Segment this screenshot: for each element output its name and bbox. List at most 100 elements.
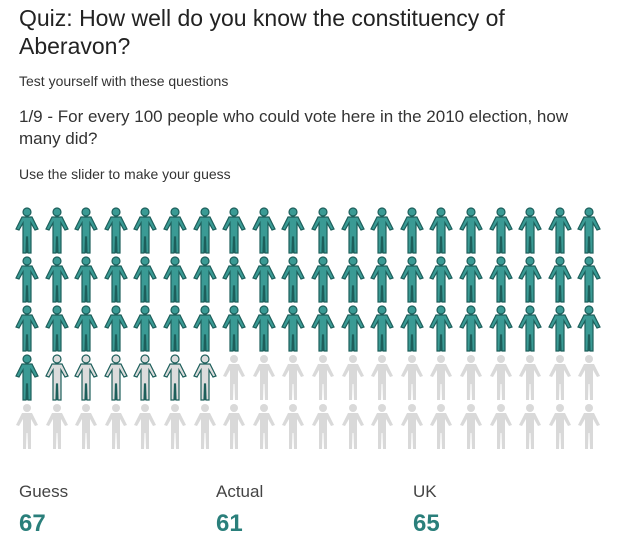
person-icon[interactable]	[102, 305, 130, 353]
person-icon[interactable]	[427, 256, 455, 304]
person-icon[interactable]	[487, 256, 515, 304]
person-icon[interactable]	[309, 354, 337, 402]
person-icon[interactable]	[398, 403, 426, 451]
person-icon[interactable]	[220, 256, 248, 304]
person-icon[interactable]	[161, 305, 189, 353]
person-icon[interactable]	[191, 256, 219, 304]
person-icon[interactable]	[457, 256, 485, 304]
person-icon[interactable]	[72, 207, 100, 255]
person-icon[interactable]	[102, 354, 130, 402]
person-icon[interactable]	[398, 256, 426, 304]
person-icon[interactable]	[131, 354, 159, 402]
person-icon[interactable]	[43, 207, 71, 255]
person-icon[interactable]	[368, 256, 396, 304]
person-icon[interactable]	[161, 403, 189, 451]
person-icon[interactable]	[457, 403, 485, 451]
person-icon[interactable]	[575, 256, 603, 304]
person-icon[interactable]	[546, 354, 574, 402]
person-icon[interactable]	[339, 403, 367, 451]
person-icon[interactable]	[516, 207, 544, 255]
person-icon[interactable]	[368, 403, 396, 451]
person-icon[interactable]	[279, 207, 307, 255]
person-icon[interactable]	[191, 403, 219, 451]
person-icon[interactable]	[102, 403, 130, 451]
person-icon[interactable]	[13, 207, 41, 255]
person-icon[interactable]	[191, 354, 219, 402]
person-icon[interactable]	[161, 207, 189, 255]
person-icon[interactable]	[427, 403, 455, 451]
person-icon[interactable]	[516, 354, 544, 402]
person-icon[interactable]	[309, 305, 337, 353]
person-icon[interactable]	[131, 207, 159, 255]
person-icon[interactable]	[161, 256, 189, 304]
person-icon[interactable]	[546, 305, 574, 353]
person-icon[interactable]	[279, 403, 307, 451]
person-icon[interactable]	[516, 256, 544, 304]
person-icon[interactable]	[72, 256, 100, 304]
person-icon[interactable]	[161, 354, 189, 402]
person-icon[interactable]	[13, 256, 41, 304]
person-icon[interactable]	[191, 305, 219, 353]
person-icon[interactable]	[131, 256, 159, 304]
person-icon[interactable]	[13, 305, 41, 353]
person-icon[interactable]	[427, 354, 455, 402]
person-icon[interactable]	[220, 403, 248, 451]
person-icon[interactable]	[279, 354, 307, 402]
person-icon[interactable]	[191, 207, 219, 255]
person-icon[interactable]	[516, 403, 544, 451]
person-icon[interactable]	[398, 207, 426, 255]
person-icon[interactable]	[427, 305, 455, 353]
person-icon[interactable]	[398, 354, 426, 402]
person-icon[interactable]	[279, 305, 307, 353]
person-icon[interactable]	[250, 403, 278, 451]
person-icon[interactable]	[220, 354, 248, 402]
person-icon[interactable]	[546, 256, 574, 304]
person-icon[interactable]	[102, 207, 130, 255]
person-icon[interactable]	[220, 305, 248, 353]
person-icon[interactable]	[457, 305, 485, 353]
person-icon[interactable]	[546, 207, 574, 255]
person-icon[interactable]	[398, 305, 426, 353]
person-icon[interactable]	[43, 403, 71, 451]
person-icon[interactable]	[250, 256, 278, 304]
person-icon[interactable]	[368, 207, 396, 255]
person-icon[interactable]	[487, 354, 515, 402]
person-icon[interactable]	[309, 207, 337, 255]
person-icon[interactable]	[339, 207, 367, 255]
person-icon[interactable]	[43, 305, 71, 353]
person-icon[interactable]	[575, 403, 603, 451]
person-icon[interactable]	[368, 354, 396, 402]
person-icon[interactable]	[309, 256, 337, 304]
person-icon[interactable]	[72, 354, 100, 402]
person-icon[interactable]	[339, 256, 367, 304]
person-icon[interactable]	[575, 354, 603, 402]
person-icon[interactable]	[457, 207, 485, 255]
person-icon[interactable]	[250, 305, 278, 353]
person-icon[interactable]	[339, 354, 367, 402]
person-icon[interactable]	[546, 403, 574, 451]
person-icon[interactable]	[13, 354, 41, 402]
person-icon[interactable]	[72, 403, 100, 451]
person-icon[interactable]	[427, 207, 455, 255]
person-icon[interactable]	[516, 305, 544, 353]
person-icon[interactable]	[250, 207, 278, 255]
people-slider[interactable]	[13, 207, 613, 457]
person-icon[interactable]	[457, 354, 485, 402]
person-icon[interactable]	[131, 403, 159, 451]
person-icon[interactable]	[279, 256, 307, 304]
person-icon[interactable]	[575, 207, 603, 255]
person-icon[interactable]	[309, 403, 337, 451]
person-icon[interactable]	[575, 305, 603, 353]
person-icon[interactable]	[72, 305, 100, 353]
person-icon[interactable]	[339, 305, 367, 353]
person-icon[interactable]	[220, 207, 248, 255]
person-icon[interactable]	[43, 256, 71, 304]
person-icon[interactable]	[487, 207, 515, 255]
person-icon[interactable]	[102, 256, 130, 304]
person-icon[interactable]	[487, 305, 515, 353]
person-icon[interactable]	[487, 403, 515, 451]
person-icon[interactable]	[368, 305, 396, 353]
person-icon[interactable]	[13, 403, 41, 451]
person-icon[interactable]	[43, 354, 71, 402]
person-icon[interactable]	[250, 354, 278, 402]
